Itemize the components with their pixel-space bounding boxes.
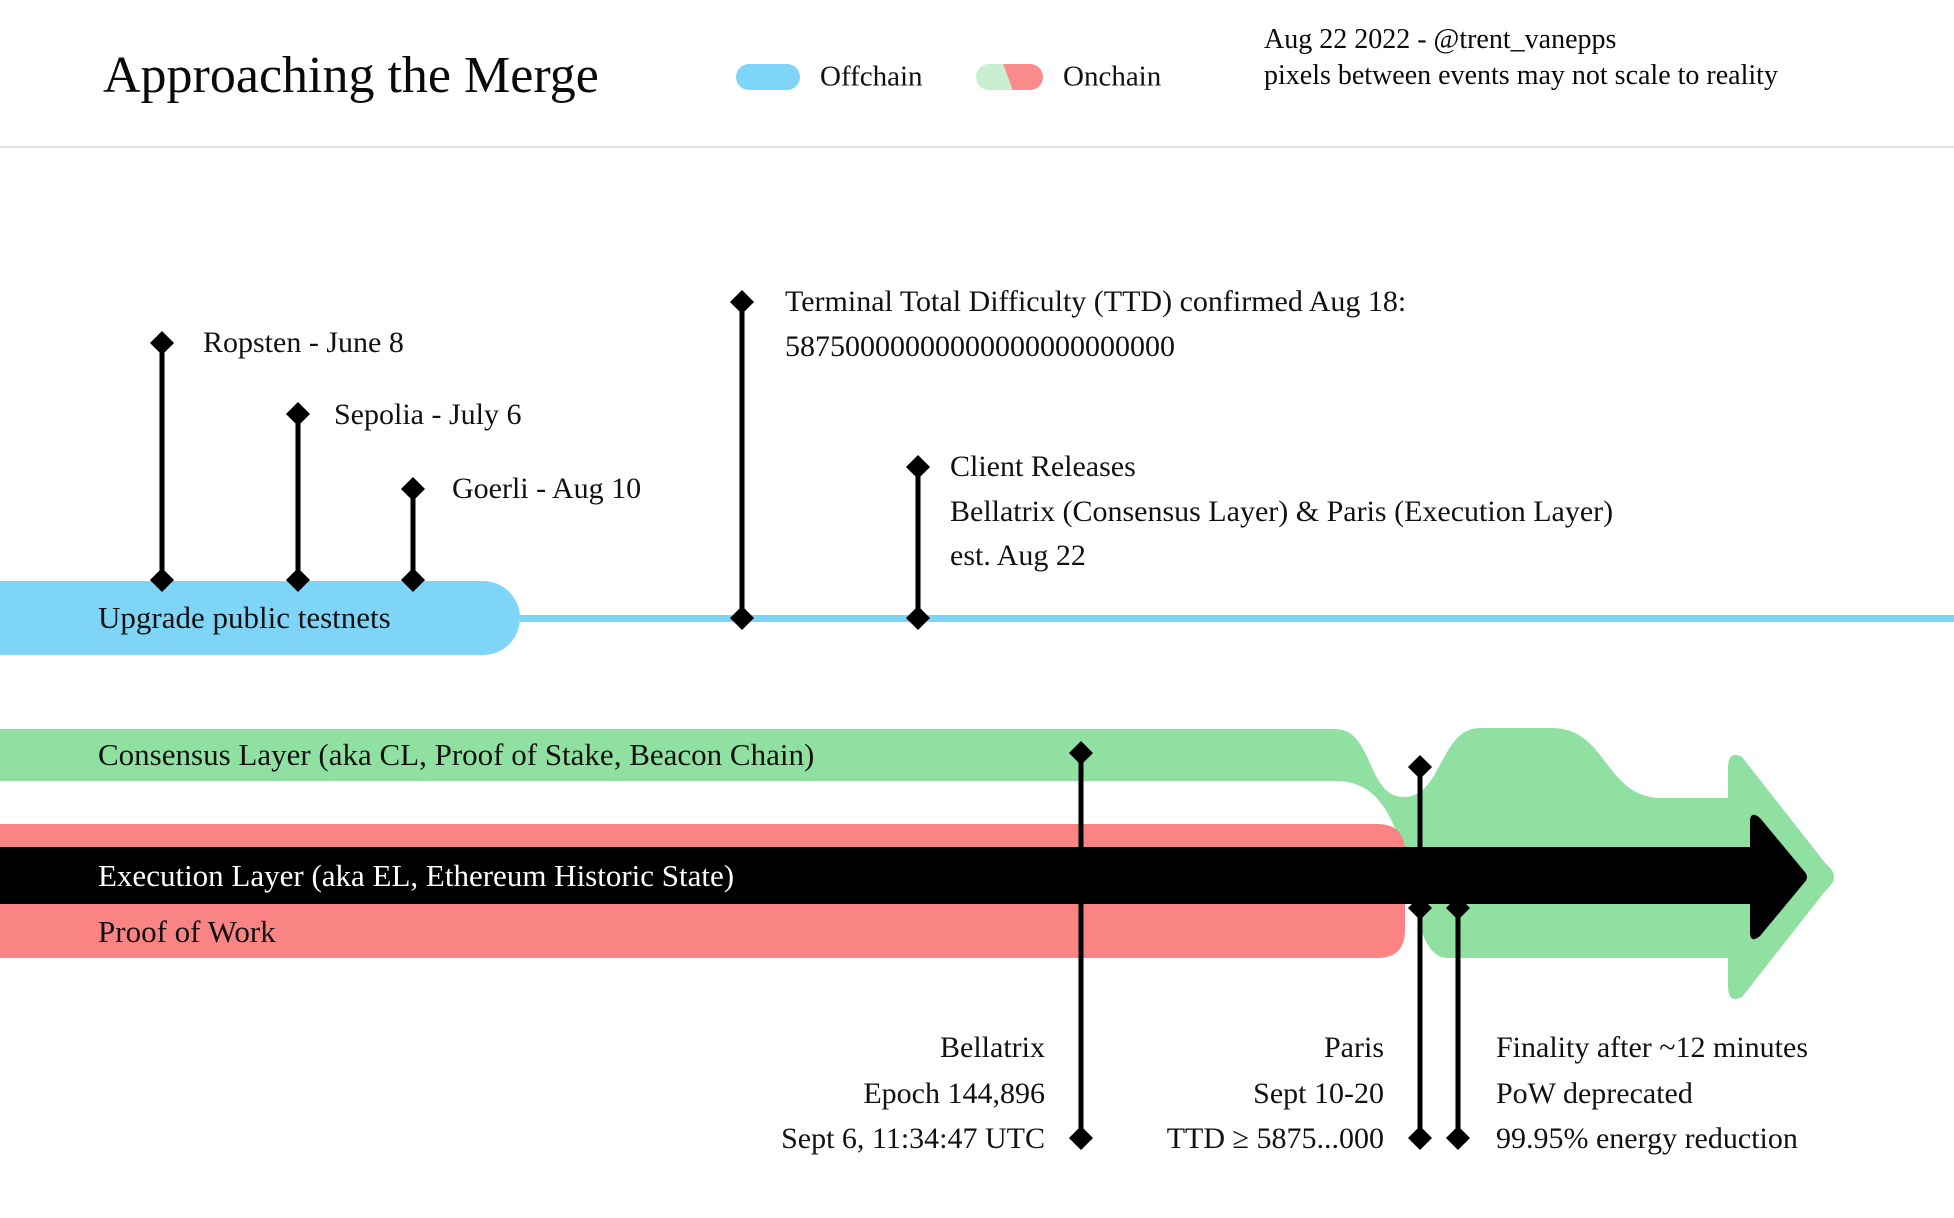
finality-annotation: Finality after ~12 minutes PoW deprecate…	[1496, 1025, 1808, 1162]
client-releases-marker-line	[915, 467, 921, 618]
header-byline-block: Aug 22 2022 - @trent_vanepps pixels betw…	[1264, 22, 1778, 94]
upgrade-testnets-bar	[0, 581, 520, 655]
byline: Aug 22 2022 - @trent_vanepps	[1264, 24, 1617, 55]
header-divider	[0, 146, 1954, 148]
consensus-layer-label: Consensus Layer (aka CL, Proof of Stake,…	[98, 737, 815, 772]
bellatrix-marker-line	[1078, 753, 1084, 1138]
paris-marker-line	[1417, 767, 1423, 1138]
offchain-legend-swatch	[736, 64, 800, 90]
ttd-annotation-line1: Terminal Total Difficulty (TTD) confirme…	[785, 285, 1407, 318]
ttd-annotation-line2: 58750000000000000000000000	[785, 330, 1175, 363]
bellatrix-line1: Bellatrix	[940, 1031, 1045, 1064]
proof-of-work-label: Proof of Work	[98, 914, 276, 949]
paris-line3: TTD ≥ 5875...000	[1166, 1122, 1384, 1155]
offchain-timeline-line	[520, 615, 1954, 622]
ttd-annotation: Terminal Total Difficulty (TTD) confirme…	[785, 279, 1406, 369]
ropsten-label: Ropsten - June 8	[203, 326, 404, 359]
finality-line1: Finality after ~12 minutes	[1496, 1031, 1809, 1064]
onchain-legend-swatch	[976, 64, 1043, 90]
client-releases-annotation: Client Releases Bellatrix (Consensus Lay…	[950, 445, 1613, 579]
paris-line2: Sept 10-20	[1253, 1076, 1384, 1110]
paris-annotation: Paris Sept 10-20 TTD ≥ 5875...000	[1034, 1025, 1384, 1162]
upgrade-testnets-label: Upgrade public testnets	[98, 600, 391, 635]
finality-line3: 99.95% energy reduction	[1496, 1122, 1798, 1155]
finality-line2: PoW deprecated	[1496, 1076, 1693, 1110]
paris-line1: Paris	[1324, 1031, 1384, 1064]
onchain-legend-label: Onchain	[1063, 60, 1162, 93]
goerli-marker-line	[410, 489, 416, 580]
finality-marker-line	[1455, 908, 1461, 1138]
goerli-label: Goerli - Aug 10	[452, 472, 642, 505]
execution-layer-arrow-shape	[0, 814, 1807, 940]
scale-disclaimer: pixels between events may not scale to r…	[1264, 60, 1778, 91]
ttd-marker-line	[739, 302, 745, 618]
sepolia-marker-line	[295, 414, 301, 580]
bellatrix-annotation: Bellatrix Epoch 144,896 Sept 6, 11:34:47…	[695, 1025, 1045, 1162]
sepolia-label: Sepolia - July 6	[334, 398, 522, 431]
page-title: Approaching the Merge	[103, 47, 599, 104]
bellatrix-line3: Sept 6, 11:34:47 UTC	[781, 1122, 1045, 1155]
offchain-legend-label: Offchain	[820, 60, 923, 93]
client-releases-line3: est. Aug 22	[950, 539, 1086, 572]
ropsten-marker-line	[159, 343, 165, 580]
execution-layer-label: Execution Layer (aka EL, Ethereum Histor…	[98, 858, 735, 893]
consensus-layer-arrow-shape	[0, 728, 1834, 999]
client-releases-line1: Client Releases	[950, 450, 1136, 483]
bellatrix-line2: Epoch 144,896	[863, 1076, 1045, 1110]
client-releases-line2: Bellatrix (Consensus Layer) & Paris (Exe…	[950, 494, 1614, 528]
